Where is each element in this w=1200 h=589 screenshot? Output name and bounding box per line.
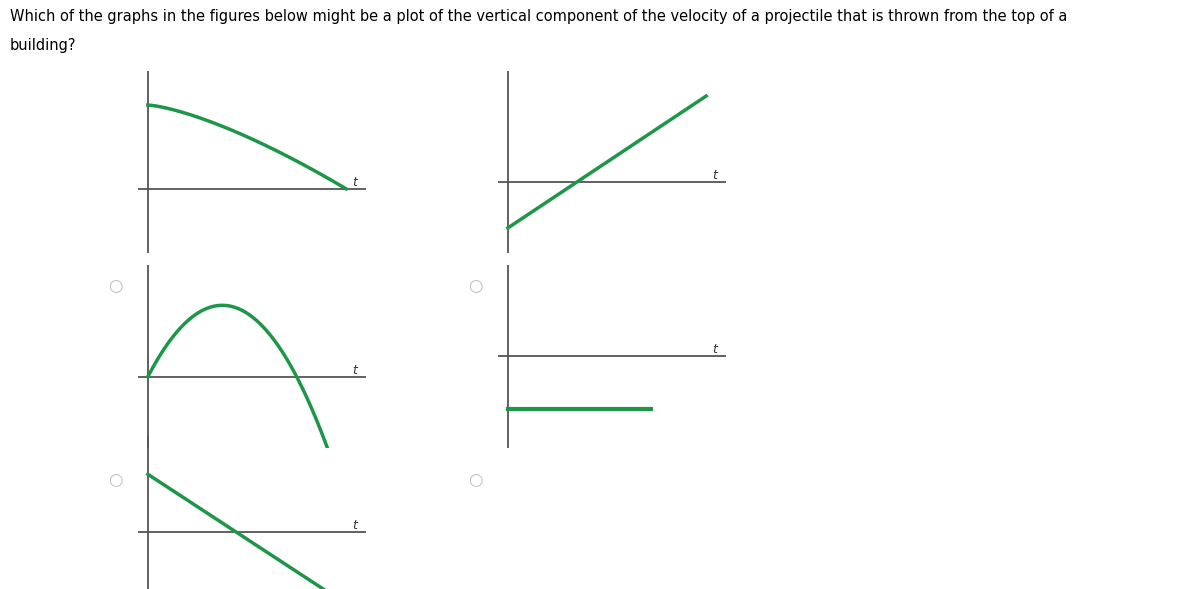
Text: ○: ○ [468,277,482,295]
Text: $t$: $t$ [712,169,720,182]
Text: ○: ○ [108,277,122,295]
Text: building?: building? [10,38,76,53]
Text: ○: ○ [468,471,482,489]
Text: $t$: $t$ [352,519,360,532]
Text: ○: ○ [108,471,122,489]
Text: Which of the graphs in the figures below might be a plot of the vertical compone: Which of the graphs in the figures below… [10,9,1067,24]
Text: $t$: $t$ [712,343,720,356]
Text: $t$: $t$ [352,363,360,376]
Text: $t$: $t$ [352,176,360,189]
